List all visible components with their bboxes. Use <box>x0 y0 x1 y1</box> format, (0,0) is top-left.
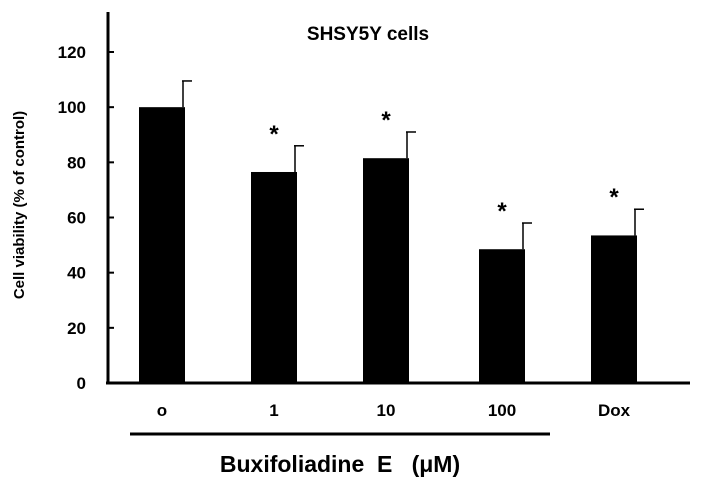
x-category-label: Dox <box>598 401 631 420</box>
y-axis-ticks: 0 20 40 60 80 100 120 <box>58 43 114 393</box>
y-tick-label: 100 <box>58 98 86 117</box>
bar <box>479 249 525 383</box>
y-tick-label: 120 <box>58 43 86 62</box>
x-axis-label: Buxifoliadine E (μM) <box>220 451 460 477</box>
y-tick-label: 20 <box>67 319 86 338</box>
y-tick-label: 60 <box>67 209 86 228</box>
significance-star: * <box>381 107 391 134</box>
x-category-label: o <box>157 401 167 420</box>
x-axis-category-labels: o 1 10 100 Dox <box>157 401 631 420</box>
x-category-label: 10 <box>377 401 396 420</box>
bar <box>363 158 409 383</box>
y-tick-label: 40 <box>67 264 86 283</box>
bar <box>139 107 185 384</box>
x-category-label: 100 <box>488 401 516 420</box>
bars <box>139 107 637 384</box>
bar <box>591 235 637 383</box>
significance-markers: * * * * <box>269 107 619 225</box>
chart-title: SHSY5Y cells <box>307 24 429 45</box>
y-tick-label: 80 <box>67 153 86 172</box>
x-category-label: 1 <box>269 401 278 420</box>
bar <box>251 171 297 383</box>
significance-star: * <box>269 121 279 148</box>
y-axis-label: Cell viability (% of control) <box>11 111 28 299</box>
significance-star: * <box>609 184 619 211</box>
y-tick-label: 0 <box>77 374 86 393</box>
significance-star: * <box>497 198 507 225</box>
error-bars <box>182 80 644 250</box>
